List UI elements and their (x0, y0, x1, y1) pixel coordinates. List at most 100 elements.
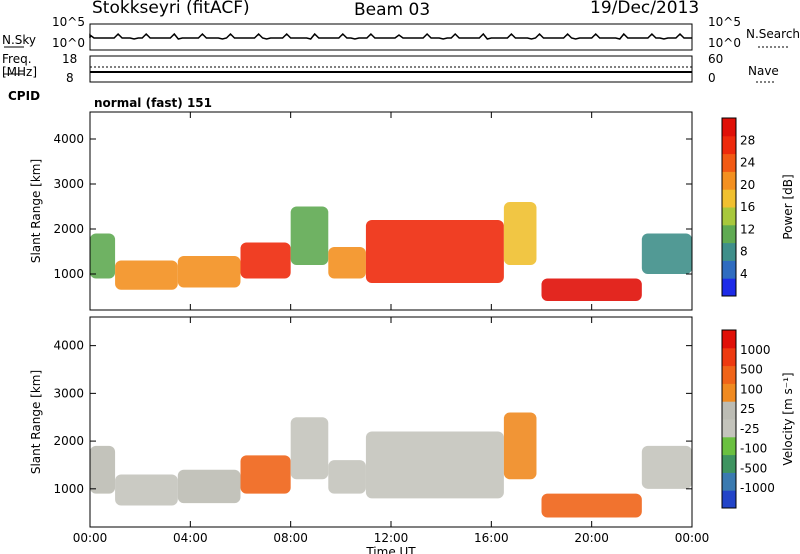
power-region-2 (177, 256, 241, 288)
velocity-ytick-label-1: 2000 (53, 434, 84, 448)
date-title: 19/Dec/2013 (590, 0, 700, 18)
nave-tick-top: 60 (708, 52, 724, 66)
cpid-label: CPID (8, 89, 41, 103)
power-ytick-label-1: 2000 (53, 222, 84, 236)
colorbars: 4 8 12 16 20 24 28 Power [dB] 1000 500 100 25 -25 -10… (721, 117, 795, 509)
velocity-panel: 1000 2000 3000 4000 Slant Range [km] 00:00 04:… (29, 316, 710, 554)
velocity-cbar-tick-4: -25 (740, 422, 760, 436)
velocity-cbar-tick-1: 500 (740, 363, 763, 377)
nsearch-label: N.Search (746, 27, 800, 41)
power-cbar-tick-0: 4 (740, 267, 748, 281)
cpid-value: normal (fast) 151 (94, 96, 212, 110)
velocity-xtick-label-6: 00:00 (675, 531, 710, 545)
velocity-region-3 (240, 455, 291, 494)
power-cbar-frame (721, 117, 737, 297)
velocity-region-1 (115, 474, 178, 506)
power-region-6 (365, 220, 504, 283)
freq-tick-top: 18 (62, 52, 78, 66)
power-cbar-tick-4: 20 (740, 178, 755, 192)
power-region-3 (240, 242, 291, 279)
power-ytick-label-0: 1000 (53, 267, 84, 281)
velocity-ytick-label-0: 1000 (53, 482, 84, 496)
freq-tick-bottom: 8 (66, 71, 74, 85)
power-cbar-seg-8 (722, 135, 736, 155)
nave-label: Nave (748, 64, 779, 78)
velocity-cbar-tick-7: -1000 (740, 481, 775, 495)
velocity-xtick-label-4: 16:00 (474, 531, 509, 545)
freq-unit: [MHz] (2, 65, 38, 79)
velocity-cbar-label: Velocity [m s⁻¹] (781, 372, 795, 465)
power-ytick-label-2: 3000 (53, 177, 84, 191)
velocity-ytick-label-2: 3000 (53, 386, 84, 400)
nsky-tick-top: 10^5 (52, 15, 85, 29)
power-panel: 1000 2000 3000 4000 Slant Range [km] (29, 111, 693, 311)
power-ytick-label-3: 4000 (53, 132, 84, 146)
velocity-region-2 (177, 469, 241, 504)
velocity-cbar-seg-0 (722, 490, 736, 509)
nsearch-tick-top: 10^5 (708, 15, 741, 29)
power-cbar-seg-7 (722, 153, 736, 172)
velocity-cbar-tick-2: 100 (740, 382, 763, 396)
power-region-4 (290, 206, 329, 265)
power-cbar-seg-6 (722, 171, 736, 190)
power-region-9 (641, 233, 692, 274)
beam-title: Beam 03 (354, 0, 431, 20)
velocity-ylabel: Slant Range [km] (29, 370, 43, 474)
velocity-region-8 (541, 493, 642, 518)
velocity-cbar-seg-6 (722, 383, 736, 402)
power-cbar-seg-4 (722, 207, 736, 226)
velocity-region-4 (290, 417, 329, 480)
velocity-cbar-seg-8 (722, 347, 736, 367)
power-cbar-tick-3: 16 (740, 200, 755, 214)
velocity-xlabel: Time UT (365, 545, 416, 554)
nsky-frame (89, 23, 693, 51)
freq-label: Freq. (2, 52, 32, 66)
velocity-cbar-tick-5: -100 (740, 442, 767, 456)
power-region-0 (90, 233, 116, 279)
velocity-ytick-label-3: 4000 (53, 339, 84, 353)
power-cbar-seg-9 (722, 118, 736, 137)
power-cbar-tick-5: 24 (740, 156, 755, 170)
power-region-1 (115, 260, 178, 290)
velocity-cbar-seg-7 (722, 365, 736, 384)
freq-frame (89, 55, 693, 83)
nave-tick-bottom: 0 (708, 71, 716, 85)
velocity-cbar-seg-2 (722, 454, 736, 473)
power-cbar-seg-1 (722, 260, 736, 279)
nsearch-tick-bottom: 10^0 (708, 36, 741, 50)
velocity-cbar-seg-1 (722, 472, 736, 491)
velocity-region-6 (365, 431, 504, 499)
power-cbar-tick-1: 8 (740, 245, 748, 259)
velocity-cbar-tick-0: 1000 (740, 343, 771, 357)
power-region-5 (328, 247, 366, 279)
velocity-xtick-label-3: 12:00 (374, 531, 409, 545)
frames (4, 23, 788, 83)
velocity-cbar-seg-3 (722, 436, 736, 456)
power-cbar-seg-3 (722, 224, 736, 244)
power-cbar-seg-2 (722, 242, 736, 261)
velocity-cbar-seg-5 (722, 401, 736, 420)
velocity-cbar-seg-4 (722, 419, 736, 438)
power-cbar-seg-0 (722, 278, 736, 297)
power-region-8 (541, 278, 642, 301)
power-cbar-seg-5 (722, 189, 736, 208)
power-region-7 (503, 202, 537, 265)
power-cbar-label: Power [dB] (781, 174, 795, 239)
velocity-xtick-label-0: 00:00 (73, 531, 108, 545)
velocity-region-7 (503, 412, 537, 480)
velocity-xtick-label-5: 20:00 (574, 531, 609, 545)
nsky-label: N.Sky (2, 33, 37, 47)
velocity-region-5 (328, 460, 366, 494)
velocity-cbar-frame (721, 329, 737, 509)
power-cbar-tick-6: 28 (740, 133, 755, 147)
velocity-cbar-seg-9 (722, 330, 736, 349)
velocity-cbar-tick-6: -500 (740, 461, 767, 475)
power-ylabel: Slant Range [km] (29, 159, 43, 263)
nsky-trace (89, 32, 692, 40)
velocity-xtick-label-2: 08:00 (273, 531, 308, 545)
velocity-cbar-tick-3: 25 (740, 402, 755, 416)
velocity-region-0 (90, 445, 116, 494)
velocity-region-9 (641, 445, 692, 489)
power-cbar-tick-2: 12 (740, 222, 755, 236)
